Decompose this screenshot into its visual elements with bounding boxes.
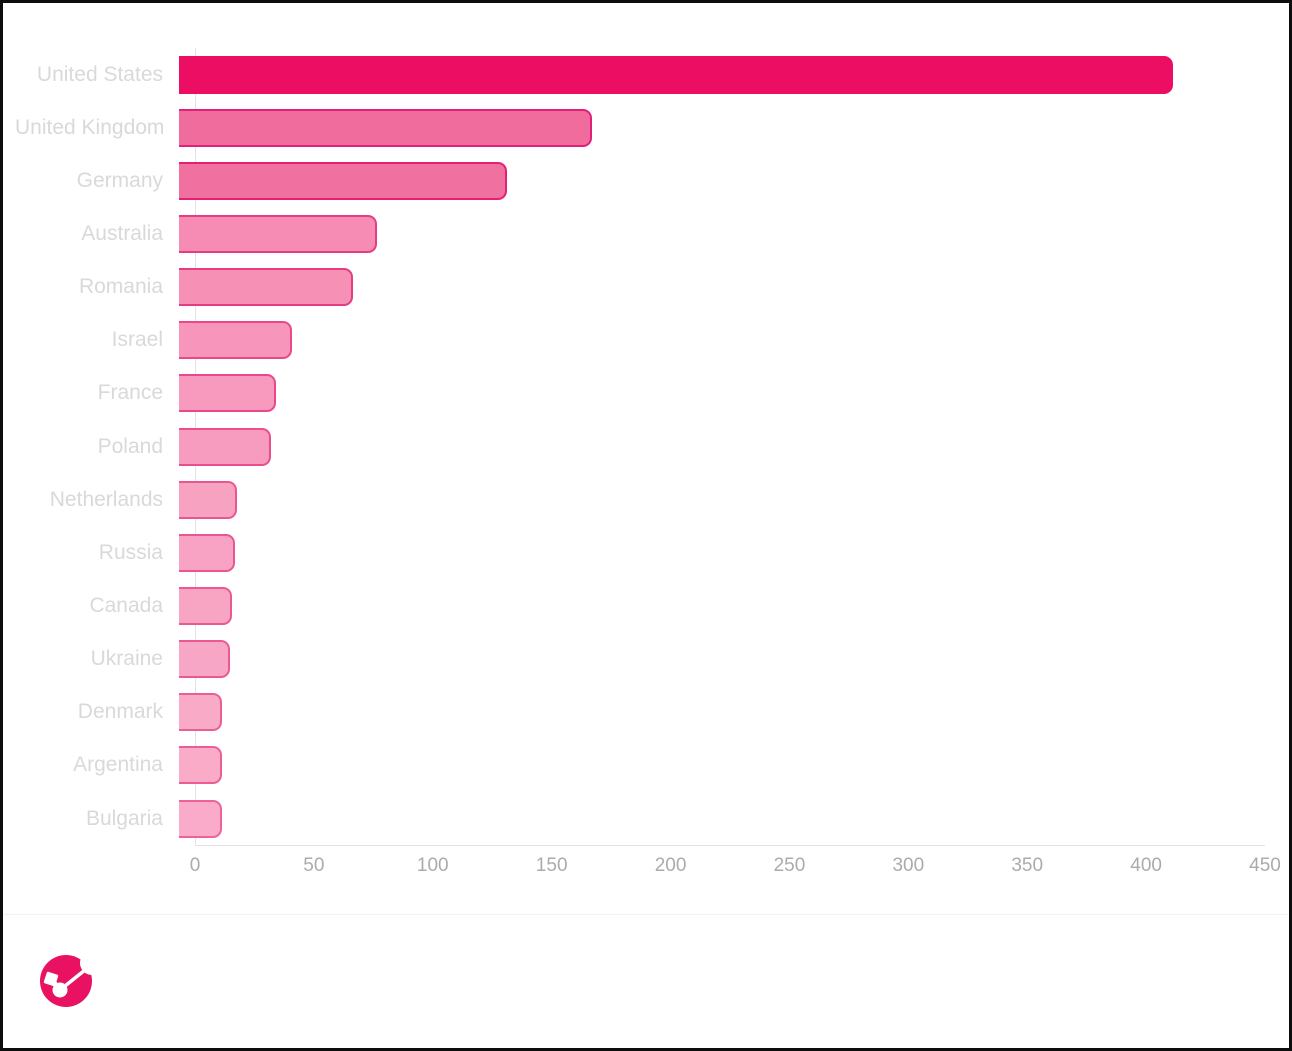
category-label: Bulgaria (85, 806, 163, 830)
x-tick-label: 200 (654, 855, 687, 876)
x-tick-label: 250 (773, 855, 806, 876)
x-tick-label: 450 (1249, 855, 1281, 876)
bar-track (179, 427, 1265, 466)
category-label: Romania (78, 275, 163, 299)
bar-russia (179, 533, 235, 572)
chart-row: Romania (15, 261, 1265, 314)
bar-israel (179, 321, 293, 360)
category-label: France (97, 381, 163, 405)
bar-denmark (179, 693, 223, 732)
bar-track (179, 161, 1265, 200)
bar-poland (179, 427, 271, 466)
chart-row: Ukraine (15, 633, 1265, 686)
bar-ukraine (179, 640, 230, 679)
bar-track (179, 55, 1265, 94)
bar-romania (179, 268, 353, 307)
chart-row: Australia (15, 207, 1265, 260)
x-tick-label: 350 (1011, 855, 1044, 876)
category-label: United Kingdom (15, 115, 165, 139)
bar-track (179, 640, 1265, 679)
chart-row: Canada (15, 579, 1265, 632)
bar-track (179, 746, 1265, 785)
chart-row: Argentina (15, 739, 1265, 792)
bar-track (179, 533, 1265, 572)
bar-track (179, 321, 1265, 360)
bar-track (179, 799, 1265, 838)
x-axis-ticks: 0 50 100 150 200 250 300 350 400 450 (190, 855, 1281, 883)
chart-row: Netherlands (15, 473, 1265, 526)
bar-track (179, 693, 1265, 732)
chart-row: France (15, 367, 1265, 420)
chart-row: United States (15, 48, 1265, 101)
category-label: Netherlands (49, 487, 163, 511)
category-label: Australia (81, 221, 163, 245)
bar-track (179, 480, 1265, 519)
x-tick-label: 0 (189, 855, 201, 876)
x-tick-label: 400 (1130, 855, 1162, 876)
bar-chart: United States United Kingdom Germany Austra… (15, 48, 1265, 845)
x-tick-label: 50 (303, 855, 325, 876)
x-axis-line (195, 845, 1265, 846)
x-tick-label: 100 (416, 855, 449, 876)
bar-track (179, 214, 1265, 253)
bar-united-kingdom (179, 108, 592, 147)
bar-france (179, 374, 276, 413)
category-label: Canada (89, 593, 163, 617)
bar-australia (179, 214, 377, 253)
x-tick-label: 150 (535, 855, 568, 876)
category-label: Israel (111, 328, 163, 352)
category-label: Argentina (73, 753, 163, 777)
brand-logo-icon (39, 951, 104, 1008)
bar-track (179, 268, 1265, 307)
category-label: United States (36, 62, 163, 86)
category-label: Russia (98, 540, 163, 564)
bar-canada (179, 586, 233, 625)
bar-track (179, 108, 1265, 147)
bar-track (179, 586, 1265, 625)
bar-bulgaria (179, 799, 223, 838)
chart-row: Germany (15, 154, 1265, 207)
bar-united-states (179, 55, 1174, 94)
category-label: Poland (97, 434, 163, 458)
bar-netherlands (179, 480, 237, 519)
category-label: Germany (76, 168, 163, 192)
chart-row: Denmark (15, 686, 1265, 739)
bar-argentina (179, 746, 223, 785)
chart-row: Russia (15, 526, 1265, 579)
chart-row: United Kingdom (15, 101, 1265, 154)
bar-germany (179, 161, 508, 200)
chart-row: Israel (15, 314, 1265, 367)
x-tick-label: 300 (892, 855, 925, 876)
chart-row: Poland (15, 420, 1265, 473)
category-label: Ukraine (90, 647, 163, 671)
bar-track (179, 374, 1265, 413)
chart-row: Bulgaria (15, 792, 1265, 845)
footer-divider (3, 914, 1289, 915)
category-label: Denmark (77, 700, 163, 724)
